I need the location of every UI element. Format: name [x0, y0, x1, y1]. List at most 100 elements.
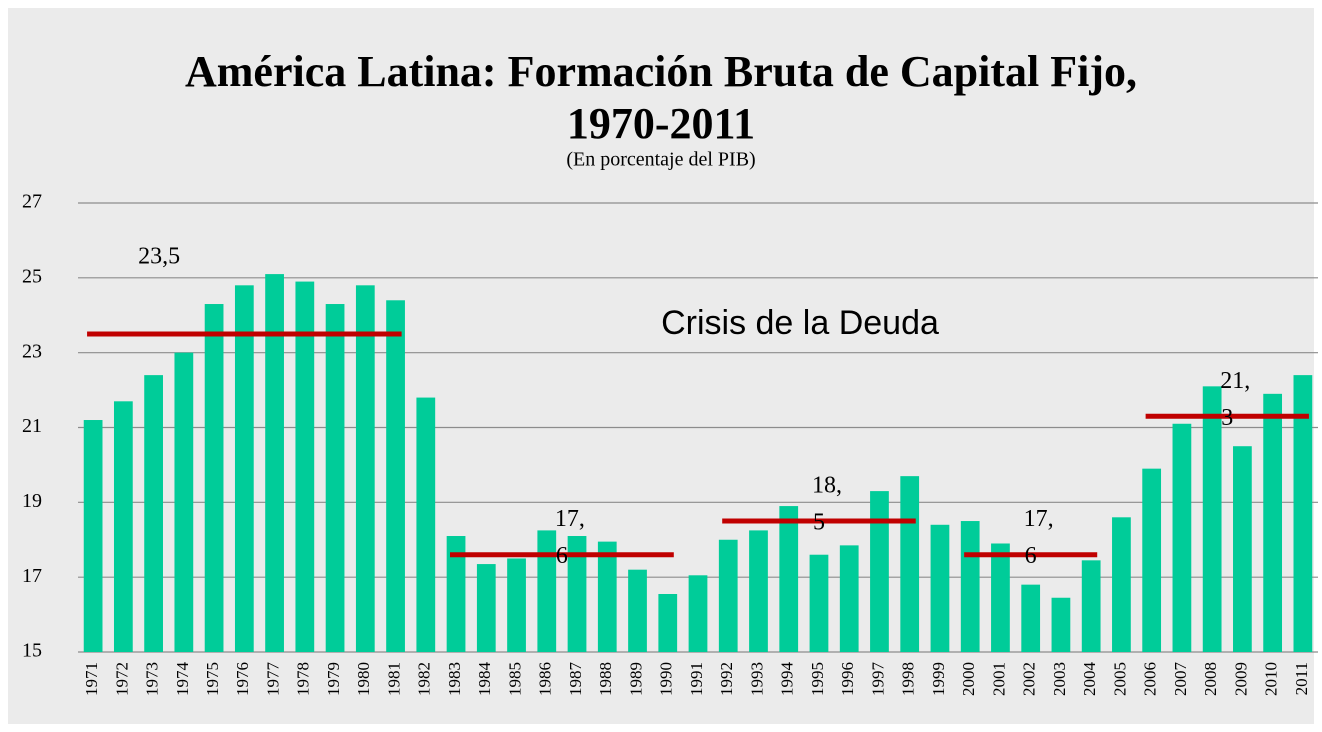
- bar: [1263, 393, 1283, 652]
- x-tick-label: 1991: [687, 662, 706, 696]
- x-tick-label: 1996: [838, 662, 857, 696]
- bar: [386, 300, 405, 652]
- x-tick-label: 1981: [384, 662, 403, 696]
- x-tick-label: 1997: [868, 662, 887, 697]
- bar: [749, 530, 768, 652]
- average-label: 6: [1025, 543, 1037, 569]
- average-label: 17,: [1024, 506, 1054, 532]
- y-tick-label: 15: [22, 640, 42, 662]
- bar: [144, 375, 163, 652]
- x-tick-label: 2001: [989, 662, 1008, 696]
- bar: [809, 554, 829, 652]
- bar: [234, 285, 254, 652]
- average-label: 23,5: [138, 243, 180, 269]
- x-tick-label: 1974: [173, 662, 192, 697]
- y-tick-label: 17: [22, 565, 42, 587]
- bar: [204, 304, 224, 652]
- bar: [991, 543, 1010, 652]
- bar: [325, 304, 345, 652]
- bar: [174, 352, 194, 652]
- bar: [900, 476, 920, 652]
- x-tick-label: 1972: [112, 662, 131, 696]
- x-tick-label: 1994: [778, 662, 797, 697]
- bar: [355, 285, 375, 652]
- x-tick-label: 2011: [1292, 662, 1311, 695]
- x-tick-label: 1980: [354, 662, 373, 696]
- y-tick-label: 19: [22, 490, 42, 512]
- average-label: 5: [813, 510, 825, 536]
- x-tick-label: 1999: [929, 662, 948, 696]
- x-tick-label: 1987: [566, 662, 585, 697]
- average-label: 17,: [555, 506, 585, 532]
- bar: [265, 274, 284, 652]
- bar: [295, 281, 315, 652]
- x-tick-label: 1979: [324, 662, 343, 696]
- x-tick-label: 1984: [475, 662, 494, 697]
- bar: [960, 521, 980, 652]
- bar: [930, 524, 950, 652]
- x-tick-label: 1993: [747, 662, 766, 696]
- x-tick-label: 1977: [263, 662, 282, 697]
- average-label: 21,: [1220, 368, 1250, 394]
- bar: [113, 401, 133, 652]
- x-tick-label: 2003: [1050, 662, 1069, 696]
- bar: [476, 564, 496, 652]
- x-tick-label: 1978: [294, 662, 313, 696]
- annotation: Crisis de la Deuda: [661, 304, 939, 342]
- x-tick-label: 2008: [1201, 662, 1220, 696]
- bar: [507, 558, 526, 652]
- bar: [1081, 560, 1101, 652]
- bar: [1172, 423, 1192, 652]
- x-tick-label: 1982: [415, 662, 434, 696]
- x-tick-label: 1986: [536, 662, 555, 696]
- x-tick-label: 1992: [717, 662, 736, 696]
- x-tick-label: 1971: [82, 662, 101, 696]
- bar: [1021, 584, 1041, 652]
- bar: [1293, 375, 1313, 652]
- y-tick-label: 27: [22, 191, 42, 213]
- x-tick-label: 2009: [1231, 662, 1250, 696]
- x-tick-label: 1995: [808, 662, 827, 696]
- x-tick-label: 2000: [959, 662, 978, 696]
- x-tick-label: 1975: [203, 662, 222, 696]
- x-tick-label: 1973: [143, 662, 162, 696]
- chart-subtitle: (En porcentaje del PIB): [566, 149, 755, 171]
- x-tick-label: 1985: [505, 662, 524, 696]
- x-tick-label: 2010: [1262, 662, 1281, 696]
- average-label: 3: [1221, 405, 1233, 431]
- bar: [1051, 597, 1071, 652]
- bar: [779, 506, 799, 652]
- x-tick-label: 1989: [626, 662, 645, 696]
- average-label: 18,: [812, 473, 842, 499]
- bar: [446, 536, 466, 652]
- y-tick-label: 25: [22, 265, 42, 287]
- x-tick-label: 2006: [1141, 662, 1160, 696]
- x-tick-label: 2002: [1020, 662, 1039, 696]
- bar: [688, 575, 708, 652]
- x-tick-label: 2004: [1080, 662, 1099, 697]
- bar: [1112, 517, 1131, 652]
- bar: [1142, 468, 1162, 652]
- bar: [537, 530, 557, 652]
- x-tick-label: 1988: [596, 662, 615, 696]
- chart-title: 1970-2011: [567, 99, 755, 148]
- x-tick-label: 1983: [445, 662, 464, 696]
- bar: [1233, 446, 1252, 652]
- y-tick-label: 23: [22, 340, 42, 362]
- bar: [83, 420, 103, 652]
- x-tick-label: 2007: [1171, 662, 1190, 697]
- x-tick-label: 1998: [899, 662, 918, 696]
- bar: [718, 539, 738, 652]
- x-tick-label: 2005: [1110, 662, 1129, 696]
- chart-title: América Latina: Formación Bruta de Capit…: [185, 47, 1137, 96]
- y-tick-label: 21: [22, 415, 42, 437]
- average-label: 6: [556, 543, 568, 569]
- bar: [870, 491, 889, 652]
- bar: [628, 569, 647, 652]
- bar: [567, 536, 587, 652]
- x-tick-label: 1990: [657, 662, 676, 696]
- bar: [658, 594, 678, 652]
- bar: [416, 397, 436, 652]
- bar: [597, 541, 617, 652]
